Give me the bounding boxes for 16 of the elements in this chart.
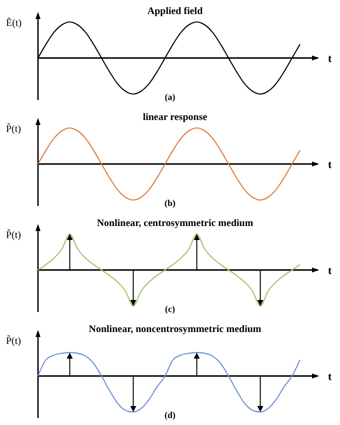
chart-title: Applied field bbox=[147, 6, 204, 17]
x-axis-title: t bbox=[328, 265, 332, 277]
y-axis-title: P̃(t) bbox=[6, 229, 21, 241]
x-axis-title: t bbox=[328, 159, 332, 171]
y-axis-title: P̃(t) bbox=[6, 123, 21, 135]
annotation: (a) bbox=[164, 92, 176, 102]
chart-title: Nonlinear, noncentrosymmetric medium bbox=[88, 324, 262, 335]
x-axis-title: t bbox=[328, 371, 332, 383]
chart-title: linear response bbox=[142, 112, 208, 123]
chart-title: Nonlinear, centrosymmetric medium bbox=[96, 218, 254, 229]
y-axis-title: Ẽ(t) bbox=[6, 17, 22, 29]
x-axis-title: t bbox=[328, 53, 332, 65]
annotation: (d) bbox=[164, 410, 176, 420]
y-axis-title: P̃(t) bbox=[6, 335, 21, 347]
annotation: (c) bbox=[165, 304, 175, 314]
annotation: (b) bbox=[164, 198, 176, 208]
